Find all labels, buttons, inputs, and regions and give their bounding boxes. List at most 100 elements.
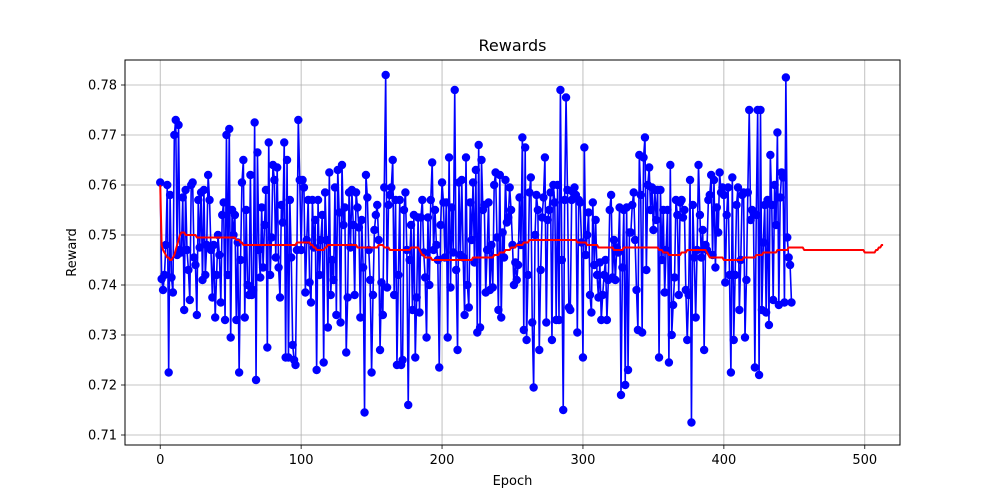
reward-point (272, 163, 282, 172)
reward-point (435, 363, 444, 372)
reward-point (540, 153, 550, 162)
reward-point (609, 235, 619, 245)
reward-point (674, 290, 683, 300)
reward-point (494, 305, 503, 315)
reward-point (319, 358, 328, 367)
reward-point (201, 270, 210, 280)
reward-point (677, 195, 686, 205)
reward-point (644, 163, 654, 172)
reward-point (323, 323, 333, 332)
reward-point (389, 290, 399, 300)
reward-point (164, 368, 173, 377)
reward-point (606, 190, 616, 200)
reward-point (654, 353, 664, 362)
reward-point (313, 195, 323, 205)
reward-point (401, 188, 410, 197)
reward-point (605, 205, 614, 215)
reward-point (484, 198, 493, 207)
reward-point (311, 215, 320, 225)
reward-point (711, 263, 720, 272)
reward-point (539, 193, 548, 202)
reward-point (395, 195, 404, 205)
reward-point (160, 270, 169, 280)
reward-point (601, 255, 610, 265)
reward-point (350, 290, 359, 300)
reward-point (714, 228, 723, 237)
reward-point (578, 353, 588, 362)
reward-point (773, 128, 782, 137)
chart-title: Rewards (479, 36, 547, 55)
reward-point (332, 310, 341, 320)
reward-point (740, 333, 750, 342)
x-tick-label: 300 (571, 453, 596, 468)
reward-point (616, 390, 626, 400)
reward-point (532, 190, 541, 200)
reward-point (699, 345, 709, 355)
reward-point (360, 408, 369, 417)
reward-point (715, 168, 724, 177)
reward-point (453, 345, 462, 355)
reward-point (288, 340, 297, 350)
reward-point (515, 193, 524, 202)
reward-point (719, 190, 729, 200)
reward-point (236, 255, 245, 265)
reward-point (257, 203, 266, 212)
reward-point (598, 290, 607, 300)
reward-point (628, 200, 637, 210)
reward-point (339, 220, 348, 230)
reward-point (267, 233, 276, 242)
reward-point (525, 188, 534, 197)
reward-point (705, 190, 714, 200)
reward-point (253, 148, 262, 157)
reward-point (559, 405, 568, 415)
reward-point (683, 335, 692, 345)
reward-point (523, 270, 533, 280)
reward-point (526, 173, 536, 182)
reward-point (460, 310, 469, 320)
moving-average-line (159, 184, 884, 261)
reward-point (582, 230, 592, 240)
reward-point (535, 345, 544, 355)
reward-point (265, 270, 275, 280)
reward-point (533, 205, 543, 215)
reward-point (425, 280, 434, 290)
reward-point (430, 205, 440, 215)
reward-point (729, 335, 738, 345)
reward-point (312, 365, 321, 375)
reward-point (519, 325, 528, 335)
y-tick-label: 0.74 (88, 279, 117, 294)
reward-point (170, 130, 179, 140)
reward-point (327, 255, 337, 265)
reward-point (522, 335, 531, 345)
reward-point (398, 355, 407, 365)
reward-point (394, 270, 403, 280)
reward-point (280, 138, 289, 147)
reward-point (742, 275, 751, 285)
reward-point (754, 370, 764, 380)
reward-point (557, 255, 567, 265)
reward-point (733, 183, 743, 192)
reward-point (528, 318, 537, 327)
reward-point (415, 308, 424, 317)
reward-point (752, 210, 761, 220)
reward-point (505, 183, 514, 192)
reward-point (546, 188, 555, 197)
reward-point (637, 328, 647, 337)
reward-point (375, 345, 385, 355)
reward-point (561, 93, 571, 102)
reward-point (664, 358, 674, 367)
reward-point (471, 165, 481, 175)
reward-point (263, 343, 272, 352)
reward-point (315, 270, 324, 280)
reward-point (426, 195, 435, 205)
reward-point (299, 183, 309, 192)
series-layer (156, 70, 884, 427)
reward-point (492, 233, 502, 242)
reward-point (404, 400, 413, 410)
reward-point (776, 193, 785, 202)
reward-point (219, 198, 228, 207)
reward-point (282, 155, 292, 165)
reward-point (241, 205, 251, 215)
reward-point (660, 288, 669, 297)
reward-point (592, 270, 602, 280)
